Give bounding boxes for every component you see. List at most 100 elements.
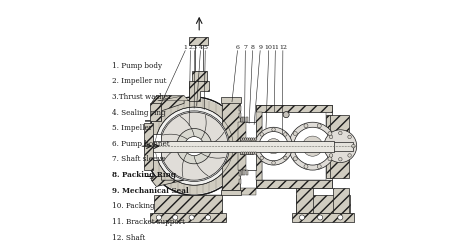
Text: 1. Pump body: 1. Pump body — [111, 62, 162, 70]
Text: 10. Packing: 10. Packing — [111, 202, 154, 210]
Circle shape — [304, 165, 308, 169]
Circle shape — [318, 215, 323, 220]
Circle shape — [244, 138, 247, 140]
Text: 2. Impeller nut: 2. Impeller nut — [111, 77, 166, 85]
Circle shape — [240, 152, 243, 154]
Polygon shape — [256, 105, 331, 112]
Circle shape — [160, 112, 228, 180]
Circle shape — [145, 97, 243, 195]
Circle shape — [176, 129, 212, 164]
Circle shape — [242, 138, 245, 140]
Text: 7. Shaft sleeve: 7. Shaft sleeve — [111, 155, 165, 164]
Bar — [153, 141, 334, 152]
Circle shape — [259, 132, 288, 161]
Circle shape — [246, 138, 249, 140]
Circle shape — [317, 124, 321, 128]
Polygon shape — [145, 96, 184, 121]
Text: 3: 3 — [192, 45, 197, 50]
Text: 9: 9 — [258, 45, 262, 50]
Circle shape — [324, 130, 357, 163]
Circle shape — [189, 215, 194, 220]
Polygon shape — [296, 195, 350, 213]
Circle shape — [288, 144, 292, 148]
Circle shape — [252, 152, 255, 154]
Text: 11. Bracket support: 11. Bracket support — [111, 218, 184, 226]
Polygon shape — [144, 123, 153, 170]
Circle shape — [293, 157, 297, 161]
Text: 4: 4 — [199, 45, 202, 50]
Polygon shape — [189, 37, 208, 45]
Circle shape — [348, 135, 351, 139]
Circle shape — [326, 144, 329, 148]
Circle shape — [260, 133, 264, 136]
Polygon shape — [238, 122, 256, 170]
Polygon shape — [256, 105, 331, 188]
Text: 6: 6 — [236, 45, 239, 50]
Polygon shape — [150, 103, 162, 121]
Text: 8: 8 — [251, 45, 255, 50]
Circle shape — [266, 139, 281, 154]
Polygon shape — [158, 96, 189, 101]
Circle shape — [328, 157, 332, 161]
Polygon shape — [241, 117, 243, 122]
Circle shape — [255, 152, 257, 154]
Polygon shape — [241, 170, 243, 175]
Polygon shape — [296, 188, 312, 213]
Circle shape — [294, 127, 331, 165]
Text: 1: 1 — [183, 45, 187, 50]
Circle shape — [146, 98, 242, 194]
Circle shape — [159, 111, 229, 181]
Polygon shape — [220, 190, 241, 195]
Circle shape — [293, 132, 297, 136]
Circle shape — [252, 138, 255, 140]
Circle shape — [338, 131, 342, 135]
Polygon shape — [145, 176, 184, 186]
Polygon shape — [220, 97, 241, 103]
Circle shape — [260, 156, 264, 160]
Polygon shape — [150, 213, 226, 222]
Circle shape — [283, 112, 289, 118]
Polygon shape — [327, 115, 331, 178]
Circle shape — [348, 154, 351, 157]
Polygon shape — [243, 117, 245, 122]
Text: 8. Packing Ring: 8. Packing Ring — [111, 171, 175, 179]
Polygon shape — [172, 195, 189, 213]
Polygon shape — [239, 113, 241, 118]
Text: 9. Mechanical Seal: 9. Mechanical Seal — [111, 187, 188, 195]
Polygon shape — [154, 195, 222, 213]
Circle shape — [250, 152, 253, 154]
Polygon shape — [243, 170, 245, 175]
Text: 12. Shaft: 12. Shaft — [111, 234, 145, 242]
Polygon shape — [330, 115, 349, 178]
Polygon shape — [256, 180, 331, 188]
Polygon shape — [239, 106, 241, 111]
Circle shape — [272, 161, 275, 165]
Circle shape — [283, 156, 287, 160]
Text: 4. Sealing ring: 4. Sealing ring — [111, 109, 165, 117]
Circle shape — [206, 215, 210, 220]
Polygon shape — [222, 102, 239, 190]
Polygon shape — [189, 81, 210, 101]
Text: 11: 11 — [271, 45, 279, 50]
Circle shape — [317, 165, 321, 169]
Circle shape — [250, 138, 253, 140]
Circle shape — [300, 215, 304, 220]
Circle shape — [289, 122, 337, 170]
Circle shape — [255, 144, 259, 148]
Polygon shape — [239, 179, 241, 184]
Circle shape — [283, 133, 287, 136]
Circle shape — [240, 138, 243, 140]
Text: 5: 5 — [203, 45, 207, 50]
Circle shape — [255, 127, 292, 165]
Polygon shape — [222, 188, 256, 195]
Polygon shape — [246, 117, 247, 122]
Circle shape — [304, 124, 308, 128]
Polygon shape — [251, 139, 256, 153]
Circle shape — [272, 128, 275, 131]
Circle shape — [289, 144, 293, 148]
Circle shape — [156, 215, 162, 220]
Circle shape — [302, 136, 323, 156]
Polygon shape — [256, 112, 262, 180]
Circle shape — [329, 154, 333, 157]
Circle shape — [255, 138, 257, 140]
